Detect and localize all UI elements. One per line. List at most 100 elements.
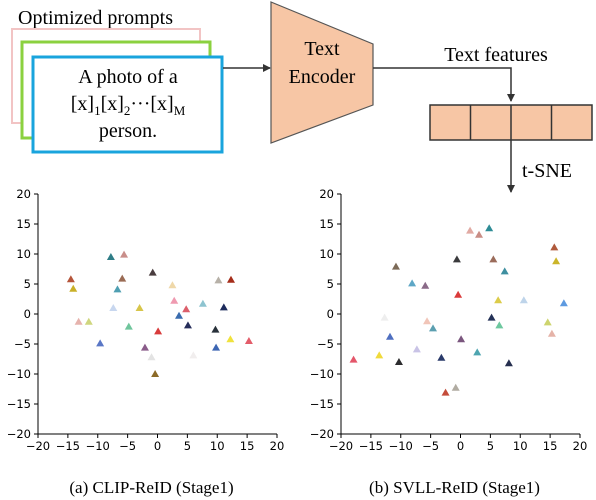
y-tick-label: −20	[7, 427, 31, 441]
tsne-label: t-SNE	[522, 160, 572, 182]
scatter-point	[487, 313, 496, 321]
scatter-point	[69, 284, 78, 292]
scatter-point	[466, 226, 475, 234]
scatter-point	[189, 351, 198, 359]
scatter-point	[226, 335, 235, 343]
scatter-point	[183, 321, 192, 329]
scatter-point	[500, 267, 509, 275]
scatter-point	[552, 257, 561, 265]
y-tick-label: 20	[16, 187, 31, 201]
scatter-plot-clip-reid: −20 −15 −10 −5 0 5 10 15 20 −20 −15 −10 −5 0 5 10 15 20 (a…	[7, 187, 285, 497]
scatter-point	[543, 318, 552, 326]
text-encoder-block	[270, 1, 374, 144]
y-tick-label: −10	[7, 367, 31, 381]
scatter-point	[226, 275, 235, 283]
y-tick-label: −20	[310, 427, 334, 441]
scatter-point	[375, 351, 384, 359]
x-tick-label: −20	[26, 439, 50, 453]
y-tick-label: 20	[319, 187, 334, 201]
plot-caption: (a) CLIP-ReID (Stage1)	[69, 478, 233, 497]
scatter-point	[485, 224, 494, 232]
x-tick-label: 20	[573, 439, 588, 453]
scatter-point	[441, 388, 450, 396]
scatter-point	[349, 355, 358, 363]
x-tick-label: −15	[359, 439, 383, 453]
scatter-point	[504, 359, 513, 367]
plot-caption: (b) SVLL-ReID (Stage1)	[369, 478, 540, 497]
scatter-point	[423, 317, 432, 325]
y-tick-label: −5	[14, 337, 31, 351]
y-tick-label: 0	[24, 307, 31, 321]
text-features-label: Text features	[444, 44, 548, 66]
scatter-point	[96, 339, 105, 347]
x-tick-label: 10	[210, 439, 225, 453]
encoder-label-line1: Text	[304, 38, 340, 60]
scatter-point	[385, 332, 394, 340]
y-tick-label: 15	[16, 217, 31, 231]
y-tick-label: −15	[310, 397, 334, 411]
scatter-point	[66, 275, 75, 283]
prompt-token-sequence: [x]1[x]2···[x]M	[71, 93, 186, 118]
prompts-title: Optimized prompts	[18, 7, 173, 29]
scatter-point	[475, 230, 484, 238]
y-tick-label: −10	[310, 367, 334, 381]
scatter-point	[106, 253, 115, 260]
scatter-point	[408, 279, 417, 287]
scatter-point	[198, 299, 207, 307]
scatter-point	[394, 358, 403, 365]
x-tick-label: −5	[119, 439, 136, 453]
scatter-point	[219, 303, 228, 311]
scatter-point	[118, 274, 127, 282]
x-tick-label: 0	[457, 439, 464, 453]
scatter-point	[550, 243, 559, 251]
scatter-point	[109, 304, 118, 311]
scatter-point	[391, 262, 400, 270]
scatter-point	[175, 311, 184, 319]
scatter-point	[84, 317, 93, 325]
scatter-point	[214, 276, 223, 284]
scatter-point	[140, 343, 149, 351]
scatter-point	[473, 348, 482, 356]
scatter-point	[135, 304, 144, 311]
prompt-card-front	[31, 55, 224, 154]
y-tick-label: 0	[327, 307, 334, 321]
x-tick-label: 10	[513, 439, 528, 453]
y-tick-label: 15	[319, 217, 334, 231]
scatter-point	[421, 281, 430, 289]
scatter-point	[457, 335, 466, 343]
x-tick-label: −5	[422, 439, 439, 453]
y-tick-label: 5	[327, 277, 334, 291]
y-tick-label: −15	[7, 397, 31, 411]
scatter-point	[451, 383, 460, 391]
text-feature-vector	[429, 104, 593, 141]
x-tick-label: 0	[154, 439, 161, 453]
scatter-plot-svll-reid: −20 −15 −10 −5 0 5 10 15 20 −20 −15 −10 −5 0 5 10 15 20 (b…	[310, 187, 588, 497]
scatter-point	[182, 305, 191, 313]
encoder-label-line2: Encoder	[289, 66, 356, 88]
y-tick-label: −5	[317, 337, 334, 351]
scatter-point	[147, 353, 156, 361]
scatter-point	[211, 325, 220, 333]
scatter-point	[412, 345, 421, 353]
scatter-point	[519, 296, 528, 304]
scatter-point	[437, 353, 446, 361]
x-tick-label: 15	[240, 439, 255, 453]
scatter-point	[380, 313, 389, 321]
scatter-point	[120, 250, 129, 258]
x-tick-label: −15	[56, 439, 80, 453]
scatter-point	[170, 296, 179, 304]
scatter-point	[74, 317, 83, 325]
y-tick-label: 5	[24, 277, 31, 291]
scatter-point	[124, 322, 133, 330]
x-tick-label: 15	[543, 439, 558, 453]
prompt-line1: A photo of a	[78, 66, 178, 88]
scatter-point	[429, 324, 438, 332]
x-tick-label: 5	[487, 439, 494, 453]
y-tick-label: 10	[319, 247, 334, 261]
scatter-point	[168, 281, 177, 289]
x-tick-label: −10	[86, 439, 110, 453]
scatter-point	[454, 290, 463, 298]
x-tick-label: −20	[329, 439, 353, 453]
scatter-point	[559, 299, 568, 307]
